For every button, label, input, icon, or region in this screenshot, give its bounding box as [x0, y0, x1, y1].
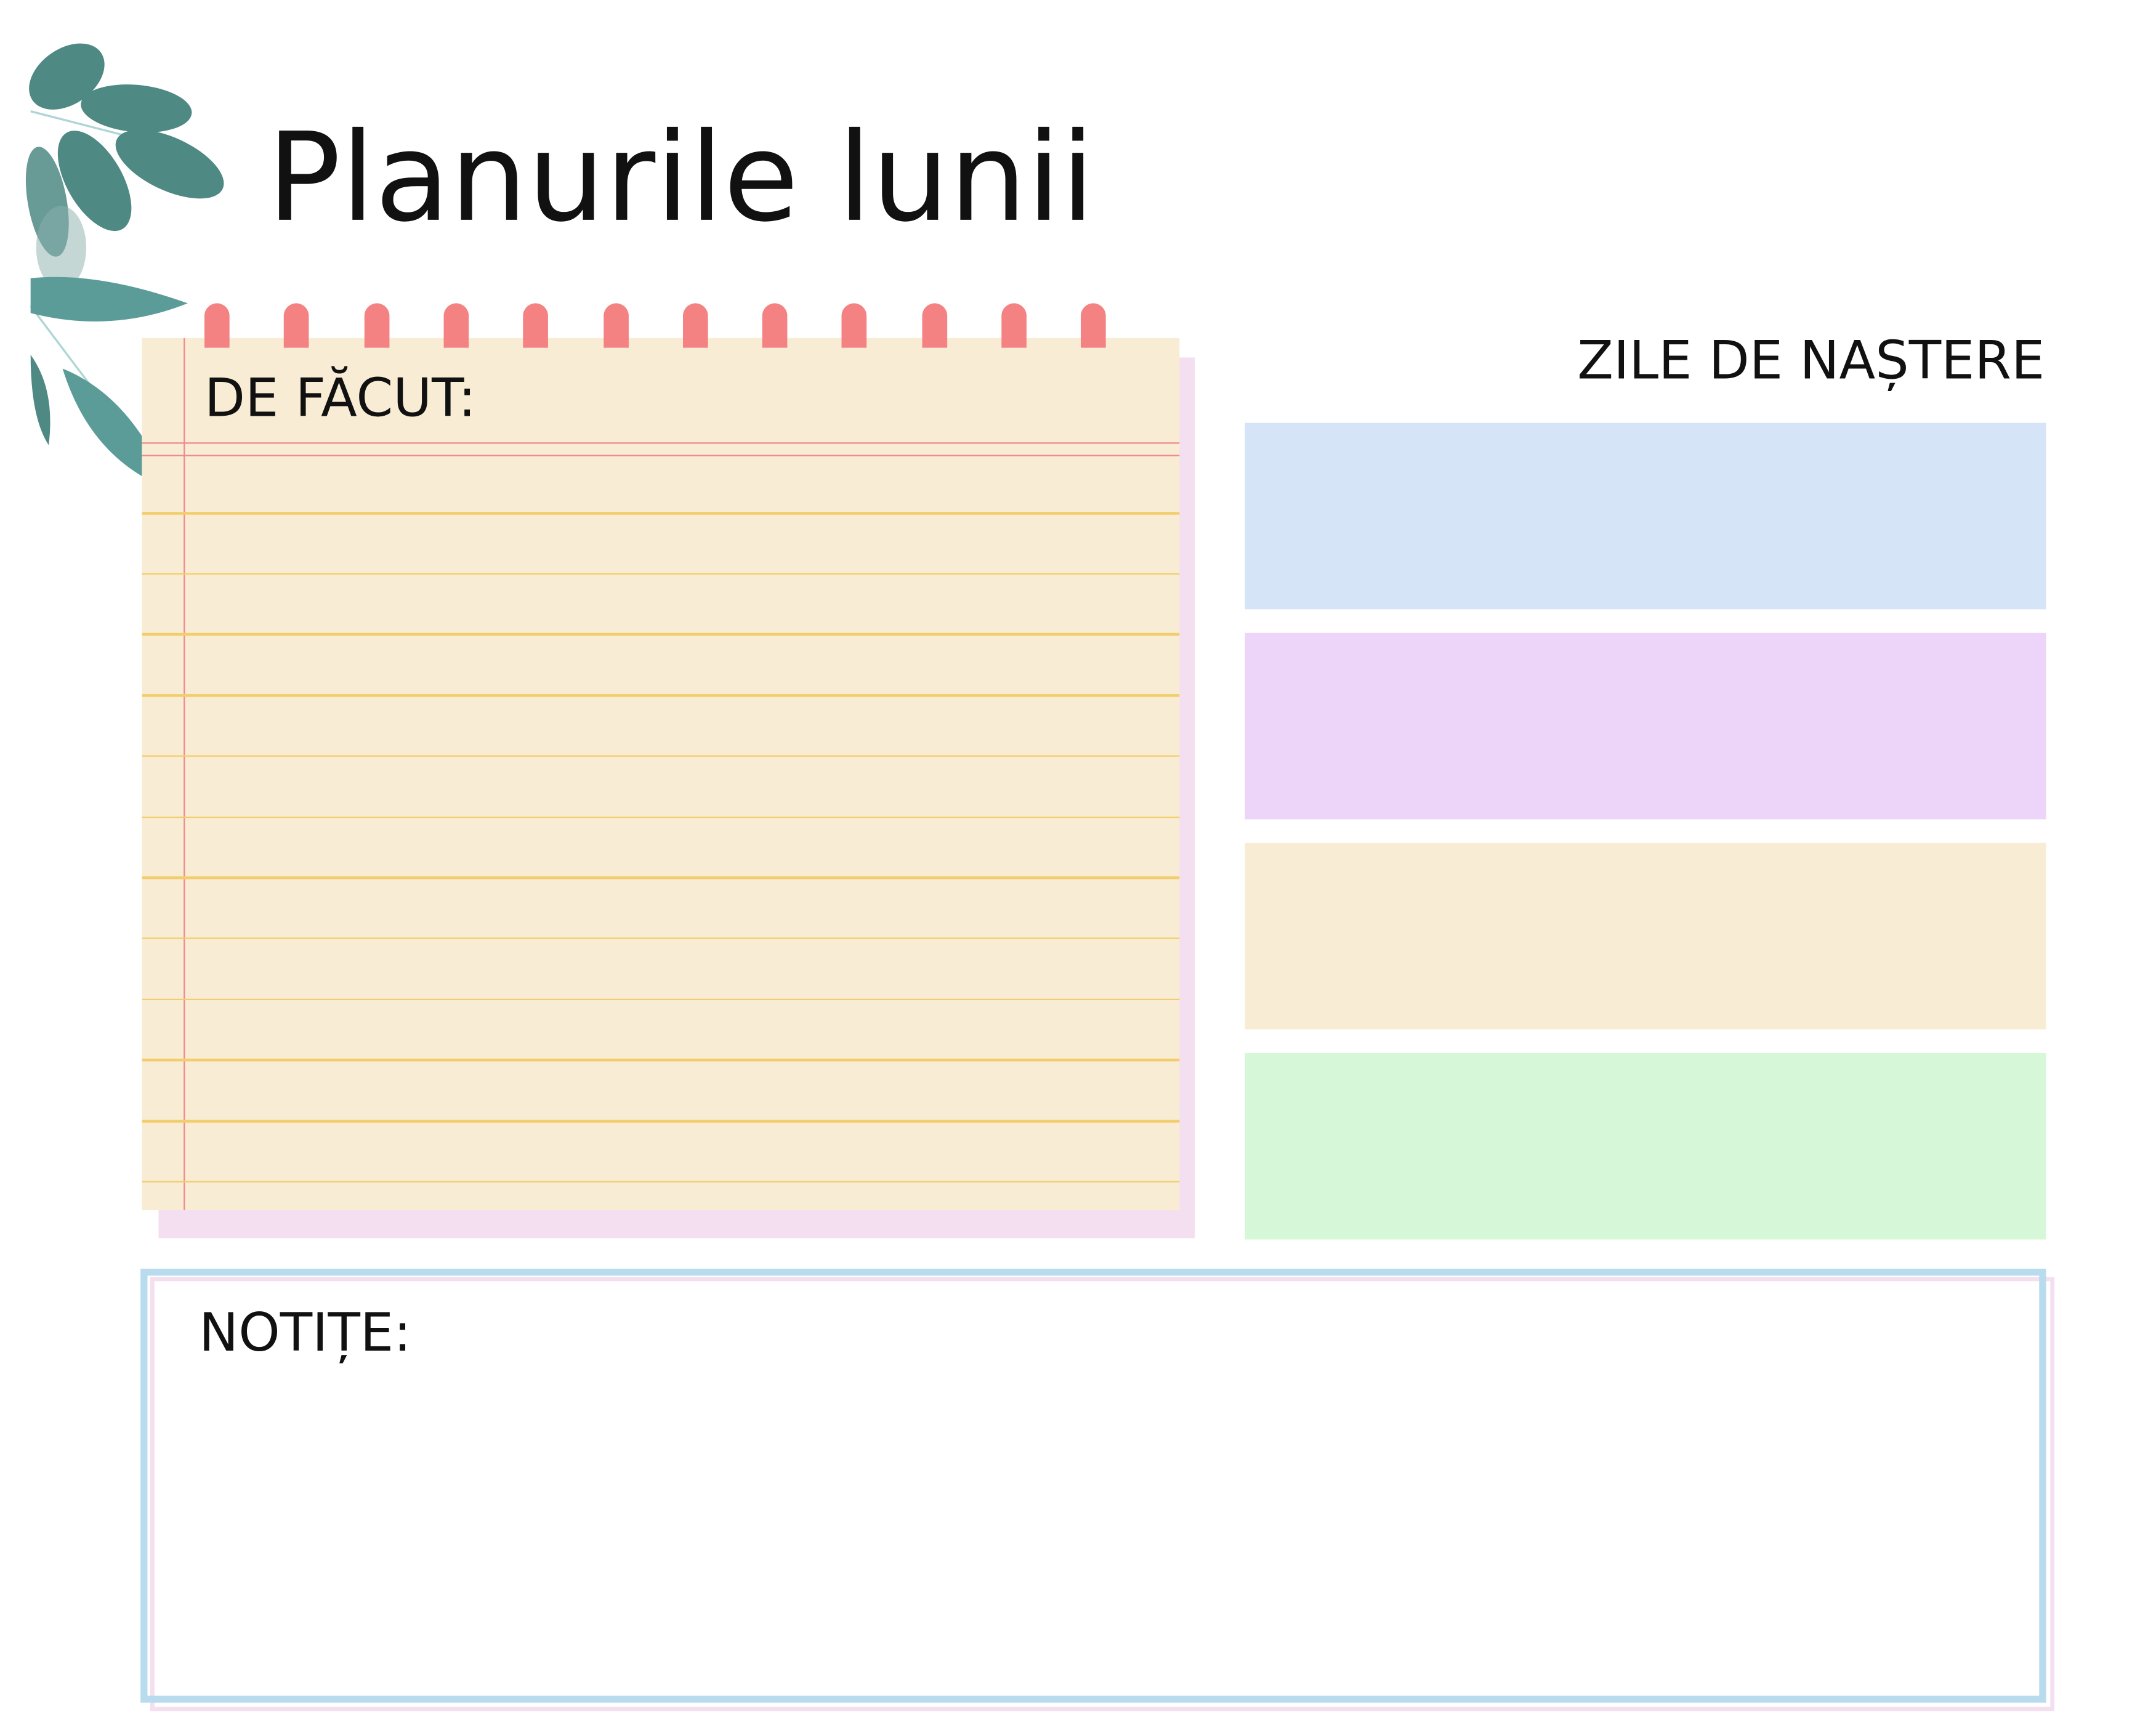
ruled-line: [142, 694, 1180, 697]
ruled-line: [142, 876, 1180, 879]
notebook-ring: [842, 303, 868, 348]
ruled-line: [142, 633, 1180, 636]
birthday-box-cream[interactable]: [1245, 843, 2046, 1030]
header-line: [142, 442, 1180, 444]
notebook-ring: [1001, 303, 1027, 348]
birthdays-title: ZILE DE NAȘTERE: [1577, 329, 2045, 391]
notebook-ring: [762, 303, 788, 348]
notebook-ring: [1081, 303, 1107, 348]
notebook-ring: [284, 303, 310, 348]
birthday-box-purple[interactable]: [1245, 633, 2046, 820]
ruled-line: [142, 572, 1180, 575]
notebook-ring: [682, 303, 708, 348]
ruled-line: [142, 815, 1180, 819]
birthday-box-green[interactable]: [1245, 1053, 2046, 1240]
notebook-rings: [142, 303, 1179, 352]
todo-label: DE FĂCUT:: [204, 367, 477, 429]
notebook-ring: [443, 303, 469, 348]
todo-notebook[interactable]: DE FĂCUT:: [142, 338, 1180, 1211]
notes-label: NOTIȚE:: [198, 1302, 412, 1364]
notes-shadow: [150, 1277, 2055, 1712]
ruled-line: [142, 755, 1180, 758]
ruled-line: [142, 512, 1180, 514]
margin-line: [184, 338, 185, 1211]
header-line: [142, 455, 1180, 456]
ruled-line: [142, 998, 1180, 1001]
ruled-line: [142, 1120, 1180, 1122]
notes-box[interactable]: NOTIȚE:: [140, 1268, 2046, 1703]
notebook-ring: [921, 303, 947, 348]
page-title: Planurile lunii: [267, 105, 1095, 249]
ruled-line: [142, 1180, 1180, 1183]
notebook-ring: [204, 303, 230, 348]
notebook-ring: [523, 303, 549, 348]
ruled-line: [142, 1059, 1180, 1061]
notebook-ring: [603, 303, 628, 348]
birthday-box-blue[interactable]: [1245, 422, 2046, 610]
ruled-line: [142, 937, 1180, 940]
notebook-ring: [363, 303, 389, 348]
